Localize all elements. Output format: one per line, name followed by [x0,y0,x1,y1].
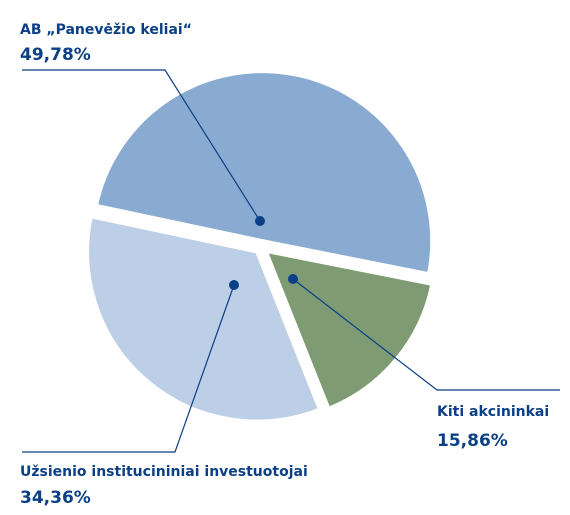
leader-line [22,69,261,222]
leader-dot [288,274,298,284]
leader-line [292,278,560,391]
slice-value-label: 15,86% [437,431,508,451]
slice-value-label: 34,36% [20,488,91,508]
slice-name: Užsienio institucininiai investuotojai [20,464,308,480]
leader-dot [255,216,265,226]
pie-slice [93,69,435,277]
leader-dot [229,280,239,290]
pie-slice [85,213,323,424]
slice-name: AB „Panevėžio keliai“ [20,22,192,38]
slice-name: Kiti akcininkai [437,404,549,420]
leader-line [22,284,235,453]
slice-value-label: 49,78% [20,45,91,65]
